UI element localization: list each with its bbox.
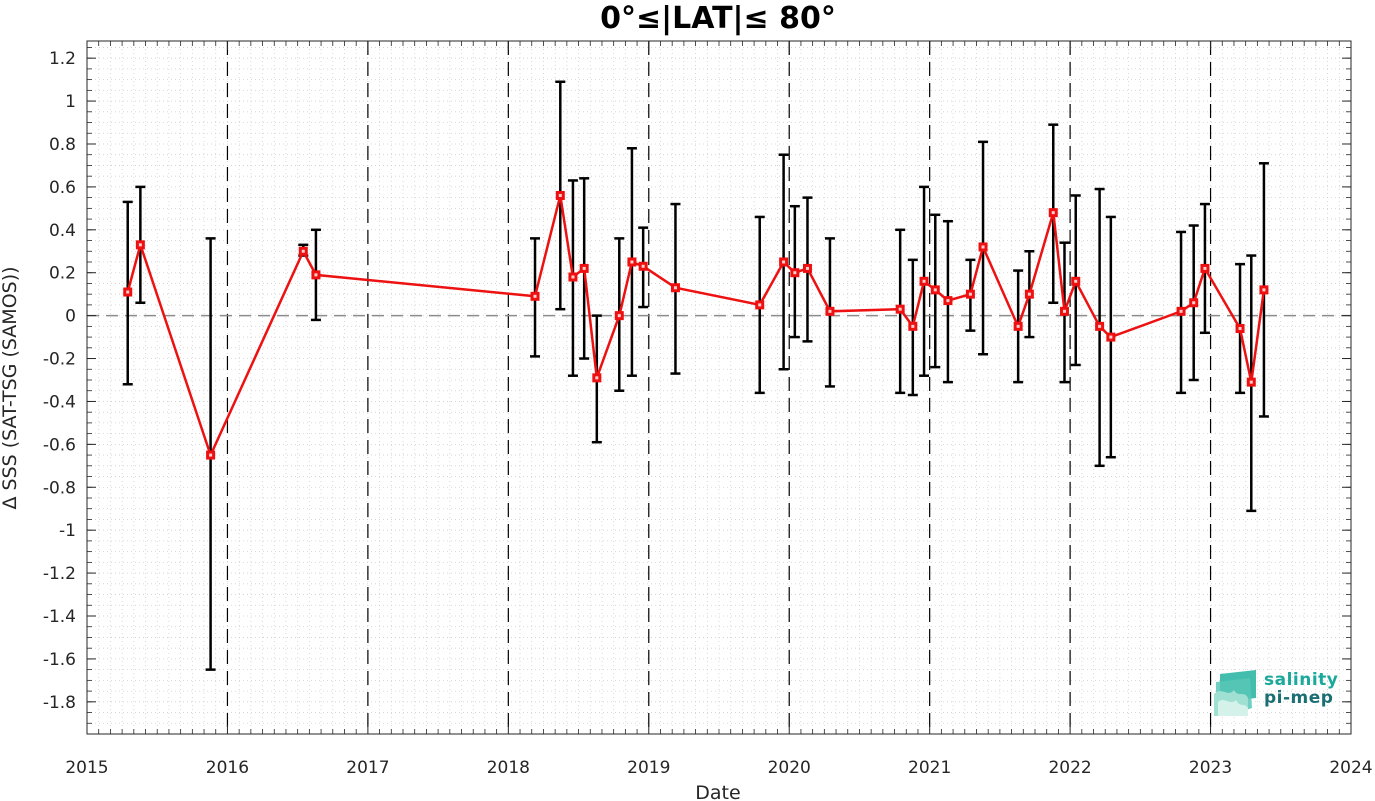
x-tick-label: 2017 (346, 758, 389, 778)
data-point-marker-center (1051, 211, 1055, 215)
data-point-marker-center (1074, 279, 1078, 283)
data-point-marker-center (1238, 326, 1242, 330)
data-point-marker-center (1203, 266, 1207, 270)
data-point-marker-center (793, 271, 797, 275)
data-point-marker-center (922, 279, 926, 283)
data-point-marker-center (805, 266, 809, 270)
x-tick-label: 2021 (908, 758, 951, 778)
data-point-marker-center (571, 275, 575, 279)
y-tick-label: 0.8 (49, 135, 76, 155)
data-point-marker-center (209, 453, 213, 457)
data-point-marker-center (138, 243, 142, 247)
x-tick-label: 2016 (206, 758, 249, 778)
y-tick-label: -1.8 (43, 693, 76, 713)
y-tick-label: -0.6 (43, 435, 76, 455)
data-point-marker-center (314, 273, 318, 277)
x-tick-label: 2020 (768, 758, 811, 778)
wave-logo-icon (1214, 670, 1256, 716)
data-point-marker-center (1016, 324, 1020, 328)
x-axis-ticks: 2015 2016 2017 2018 2019 2020 2021 2022 2023 2024 (65, 41, 1373, 778)
salinity-pi-mep-logo: salinity pi-mep (1212, 668, 1352, 718)
data-point-marker-center (968, 292, 972, 296)
grid (86, 41, 1352, 735)
data-point-marker-center (582, 266, 586, 270)
chart-title: 0°≤|LAT|≤ 80° (600, 1, 836, 36)
data-point-marker-center (1109, 335, 1113, 339)
data-point-marker-center (1027, 292, 1031, 296)
y-tick-label: -1.4 (43, 607, 76, 627)
y-tick-label: 0.4 (49, 221, 76, 241)
data-point-marker-center (301, 249, 305, 253)
y-tick-label: 0.6 (49, 178, 76, 198)
data-markers (123, 190, 1269, 460)
data-point-marker-center (828, 309, 832, 313)
data-point-marker-center (1192, 301, 1196, 305)
logo-text-pi-mep: pi-mep (1264, 688, 1334, 708)
minor-ticks (87, 41, 1351, 735)
y-tick-label: 0 (65, 307, 76, 327)
x-tick-label: 2018 (487, 758, 530, 778)
data-point-marker-center (981, 245, 985, 249)
data-point-marker-center (1098, 324, 1102, 328)
plot-frame (86, 40, 1352, 735)
y-tick-label: -0.4 (43, 392, 76, 412)
y-tick-label: -0.8 (43, 478, 76, 498)
data-point-marker-center (758, 303, 762, 307)
data-point-marker-center (630, 260, 634, 264)
data-point-marker-center (617, 314, 621, 318)
x-tick-label: 2022 (1048, 758, 1091, 778)
y-tick-label: 1 (65, 92, 76, 112)
data-point-marker-center (933, 288, 937, 292)
x-tick-label: 2024 (1329, 758, 1372, 778)
y-tick-label: 0.2 (49, 264, 76, 284)
y-axis-label: Δ SSS (SAT-TSG (SAMOS)) (0, 266, 21, 509)
logo-text-salinity: salinity (1264, 670, 1339, 690)
data-point-marker-center (558, 193, 562, 197)
data-point-marker-center (1179, 309, 1183, 313)
data-point-marker-center (1262, 288, 1266, 292)
x-tick-label: 2015 (65, 758, 108, 778)
y-tick-label: -1.2 (43, 564, 76, 584)
x-tick-label: 2023 (1189, 758, 1232, 778)
data-point-marker-center (595, 376, 599, 380)
data-point-marker-center (126, 290, 130, 294)
year-separators (226, 41, 1212, 734)
data-point-marker-center (673, 286, 677, 290)
data-point-marker-center (1249, 380, 1253, 384)
x-axis-label: Date (695, 782, 740, 801)
data-point-marker-center (946, 299, 950, 303)
y-tick-label: -1.6 (43, 650, 76, 670)
y-tick-label: 1.2 (49, 49, 76, 69)
data-point-marker-center (898, 307, 902, 311)
x-tick-label: 2019 (627, 758, 670, 778)
data-point-marker-center (641, 264, 645, 268)
data-point-marker-center (533, 294, 537, 298)
data-point-marker-center (911, 324, 915, 328)
y-tick-label: -0.2 (43, 350, 76, 370)
data-point-marker-center (1062, 309, 1066, 313)
y-axis-ticks: 1.2 1 0.8 0.6 0.4 0.2 0 -0.2 -0.4 -0.6 -0.8 -1 -1.2 -… (43, 49, 1351, 713)
data-point-marker-center (782, 260, 786, 264)
y-tick-label: -1 (59, 521, 76, 541)
